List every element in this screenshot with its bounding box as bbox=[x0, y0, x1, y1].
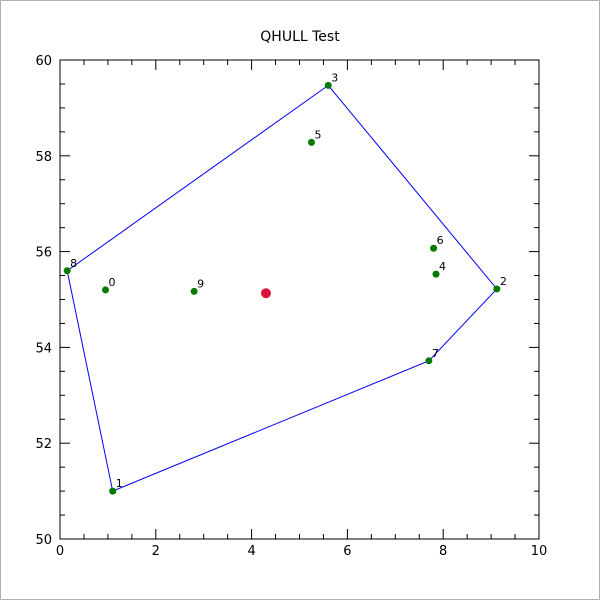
convex-hull-line bbox=[66, 84, 498, 492]
x-tick-label: 8 bbox=[439, 544, 447, 559]
data-point-label: 5 bbox=[314, 128, 321, 141]
data-points bbox=[63, 81, 501, 495]
centroid-point bbox=[260, 288, 271, 299]
data-point bbox=[430, 244, 438, 252]
plot-area bbox=[59, 59, 540, 540]
y-tick-label: 52 bbox=[35, 437, 52, 452]
data-point bbox=[307, 138, 315, 146]
data-point bbox=[102, 286, 110, 294]
x-tick-label: 2 bbox=[152, 544, 160, 559]
x-tick-label: 6 bbox=[343, 544, 351, 559]
y-tick-label: 56 bbox=[35, 246, 52, 261]
x-tick-label: 0 bbox=[56, 544, 64, 559]
data-point bbox=[493, 285, 501, 293]
data-point-label: 9 bbox=[197, 277, 204, 290]
data-point bbox=[109, 487, 117, 495]
data-point-label: 6 bbox=[437, 234, 444, 247]
y-tick-label: 58 bbox=[35, 150, 52, 165]
data-point-label: 8 bbox=[70, 257, 77, 270]
data-point bbox=[63, 267, 71, 275]
y-tick-label: 54 bbox=[35, 341, 52, 356]
point-labels: 0 1 2 3 4 5 6 7 8 9 bbox=[70, 71, 507, 490]
data-point bbox=[425, 357, 433, 365]
axis-ticks bbox=[59, 59, 540, 540]
y-tick-label: 50 bbox=[35, 533, 52, 548]
x-tick-label: 10 bbox=[531, 544, 548, 559]
x-tick-label: 4 bbox=[247, 544, 255, 559]
y-tick-label: 60 bbox=[35, 54, 52, 69]
chart-title: QHULL Test bbox=[260, 29, 340, 45]
data-point-label: 4 bbox=[439, 260, 446, 273]
data-point-label: 0 bbox=[109, 276, 116, 289]
data-point-label: 3 bbox=[331, 71, 338, 84]
data-point-label: 1 bbox=[116, 477, 123, 490]
data-point bbox=[432, 270, 440, 278]
data-point-label: 2 bbox=[500, 275, 507, 288]
data-point bbox=[190, 287, 198, 295]
data-point-label: 7 bbox=[432, 347, 439, 360]
data-point bbox=[324, 81, 332, 89]
